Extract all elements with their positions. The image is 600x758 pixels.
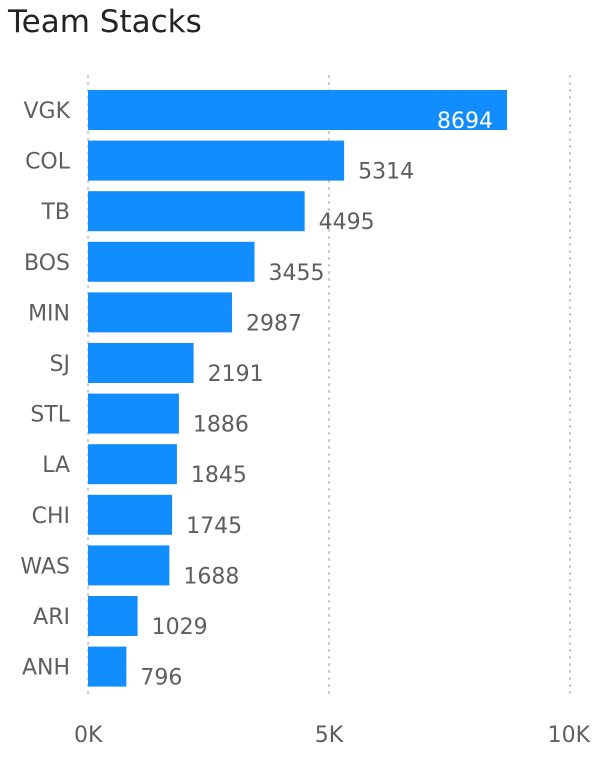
bar-bos[interactable] (88, 241, 255, 282)
bars (88, 90, 508, 687)
bar-was[interactable] (88, 545, 170, 586)
data-label-min: 2987 (246, 311, 302, 336)
bar-tb[interactable] (88, 191, 305, 232)
data-label-bos: 3455 (269, 261, 325, 286)
data-label-sj: 2191 (208, 362, 264, 387)
data-label-col: 5314 (358, 160, 414, 185)
chart-title: Team Stacks (8, 4, 202, 40)
bar-stl[interactable] (88, 393, 179, 434)
bar-col[interactable] (88, 140, 345, 181)
x-tick-label: 10K (548, 723, 591, 748)
x-tick-label: 0K (74, 723, 103, 748)
bar-sj[interactable] (88, 343, 194, 383)
bar-la[interactable] (88, 444, 177, 485)
category-label-vgk: VGK (23, 99, 70, 124)
bar-chi[interactable] (88, 494, 173, 535)
data-label-chi: 1745 (186, 514, 242, 539)
data-labels: 8694 5314 4495 3455 2987 2191 1886 1845 1745 1688… (140, 109, 493, 691)
bar-ari[interactable] (88, 596, 138, 636)
data-label-stl: 1886 (193, 413, 249, 438)
data-label-was: 1688 (183, 564, 239, 589)
bar-vgk[interactable] (88, 90, 508, 130)
data-label-la: 1845 (191, 463, 247, 488)
data-label-tb: 4495 (319, 210, 375, 235)
bar-anh[interactable] (88, 646, 127, 687)
data-label-anh: 796 (140, 666, 182, 691)
category-label-ari: ARI (33, 605, 70, 630)
category-label-min: MIN (28, 301, 70, 326)
data-label-vgk: 8694 (437, 109, 493, 134)
category-label-sj: SJ (50, 352, 70, 377)
category-label-was: WAS (20, 554, 70, 579)
bar-min[interactable] (88, 292, 232, 333)
category-label-stl: STL (30, 403, 70, 428)
category-axis: VGK COL TB BOS MIN SJ STL LA CHI WAS ARI ANH (20, 99, 70, 681)
category-label-tb: TB (40, 200, 70, 225)
category-label-chi: CHI (32, 504, 70, 529)
value-axis: 0K 5K 10K (74, 723, 591, 748)
category-label-col: COL (25, 150, 71, 175)
category-label-la: LA (42, 453, 70, 478)
category-label-bos: BOS (24, 251, 70, 276)
gridlines (87, 75, 571, 695)
x-tick-label: 5K (315, 723, 344, 748)
category-label-anh: ANH (22, 656, 70, 681)
data-label-ari: 1029 (152, 615, 208, 640)
